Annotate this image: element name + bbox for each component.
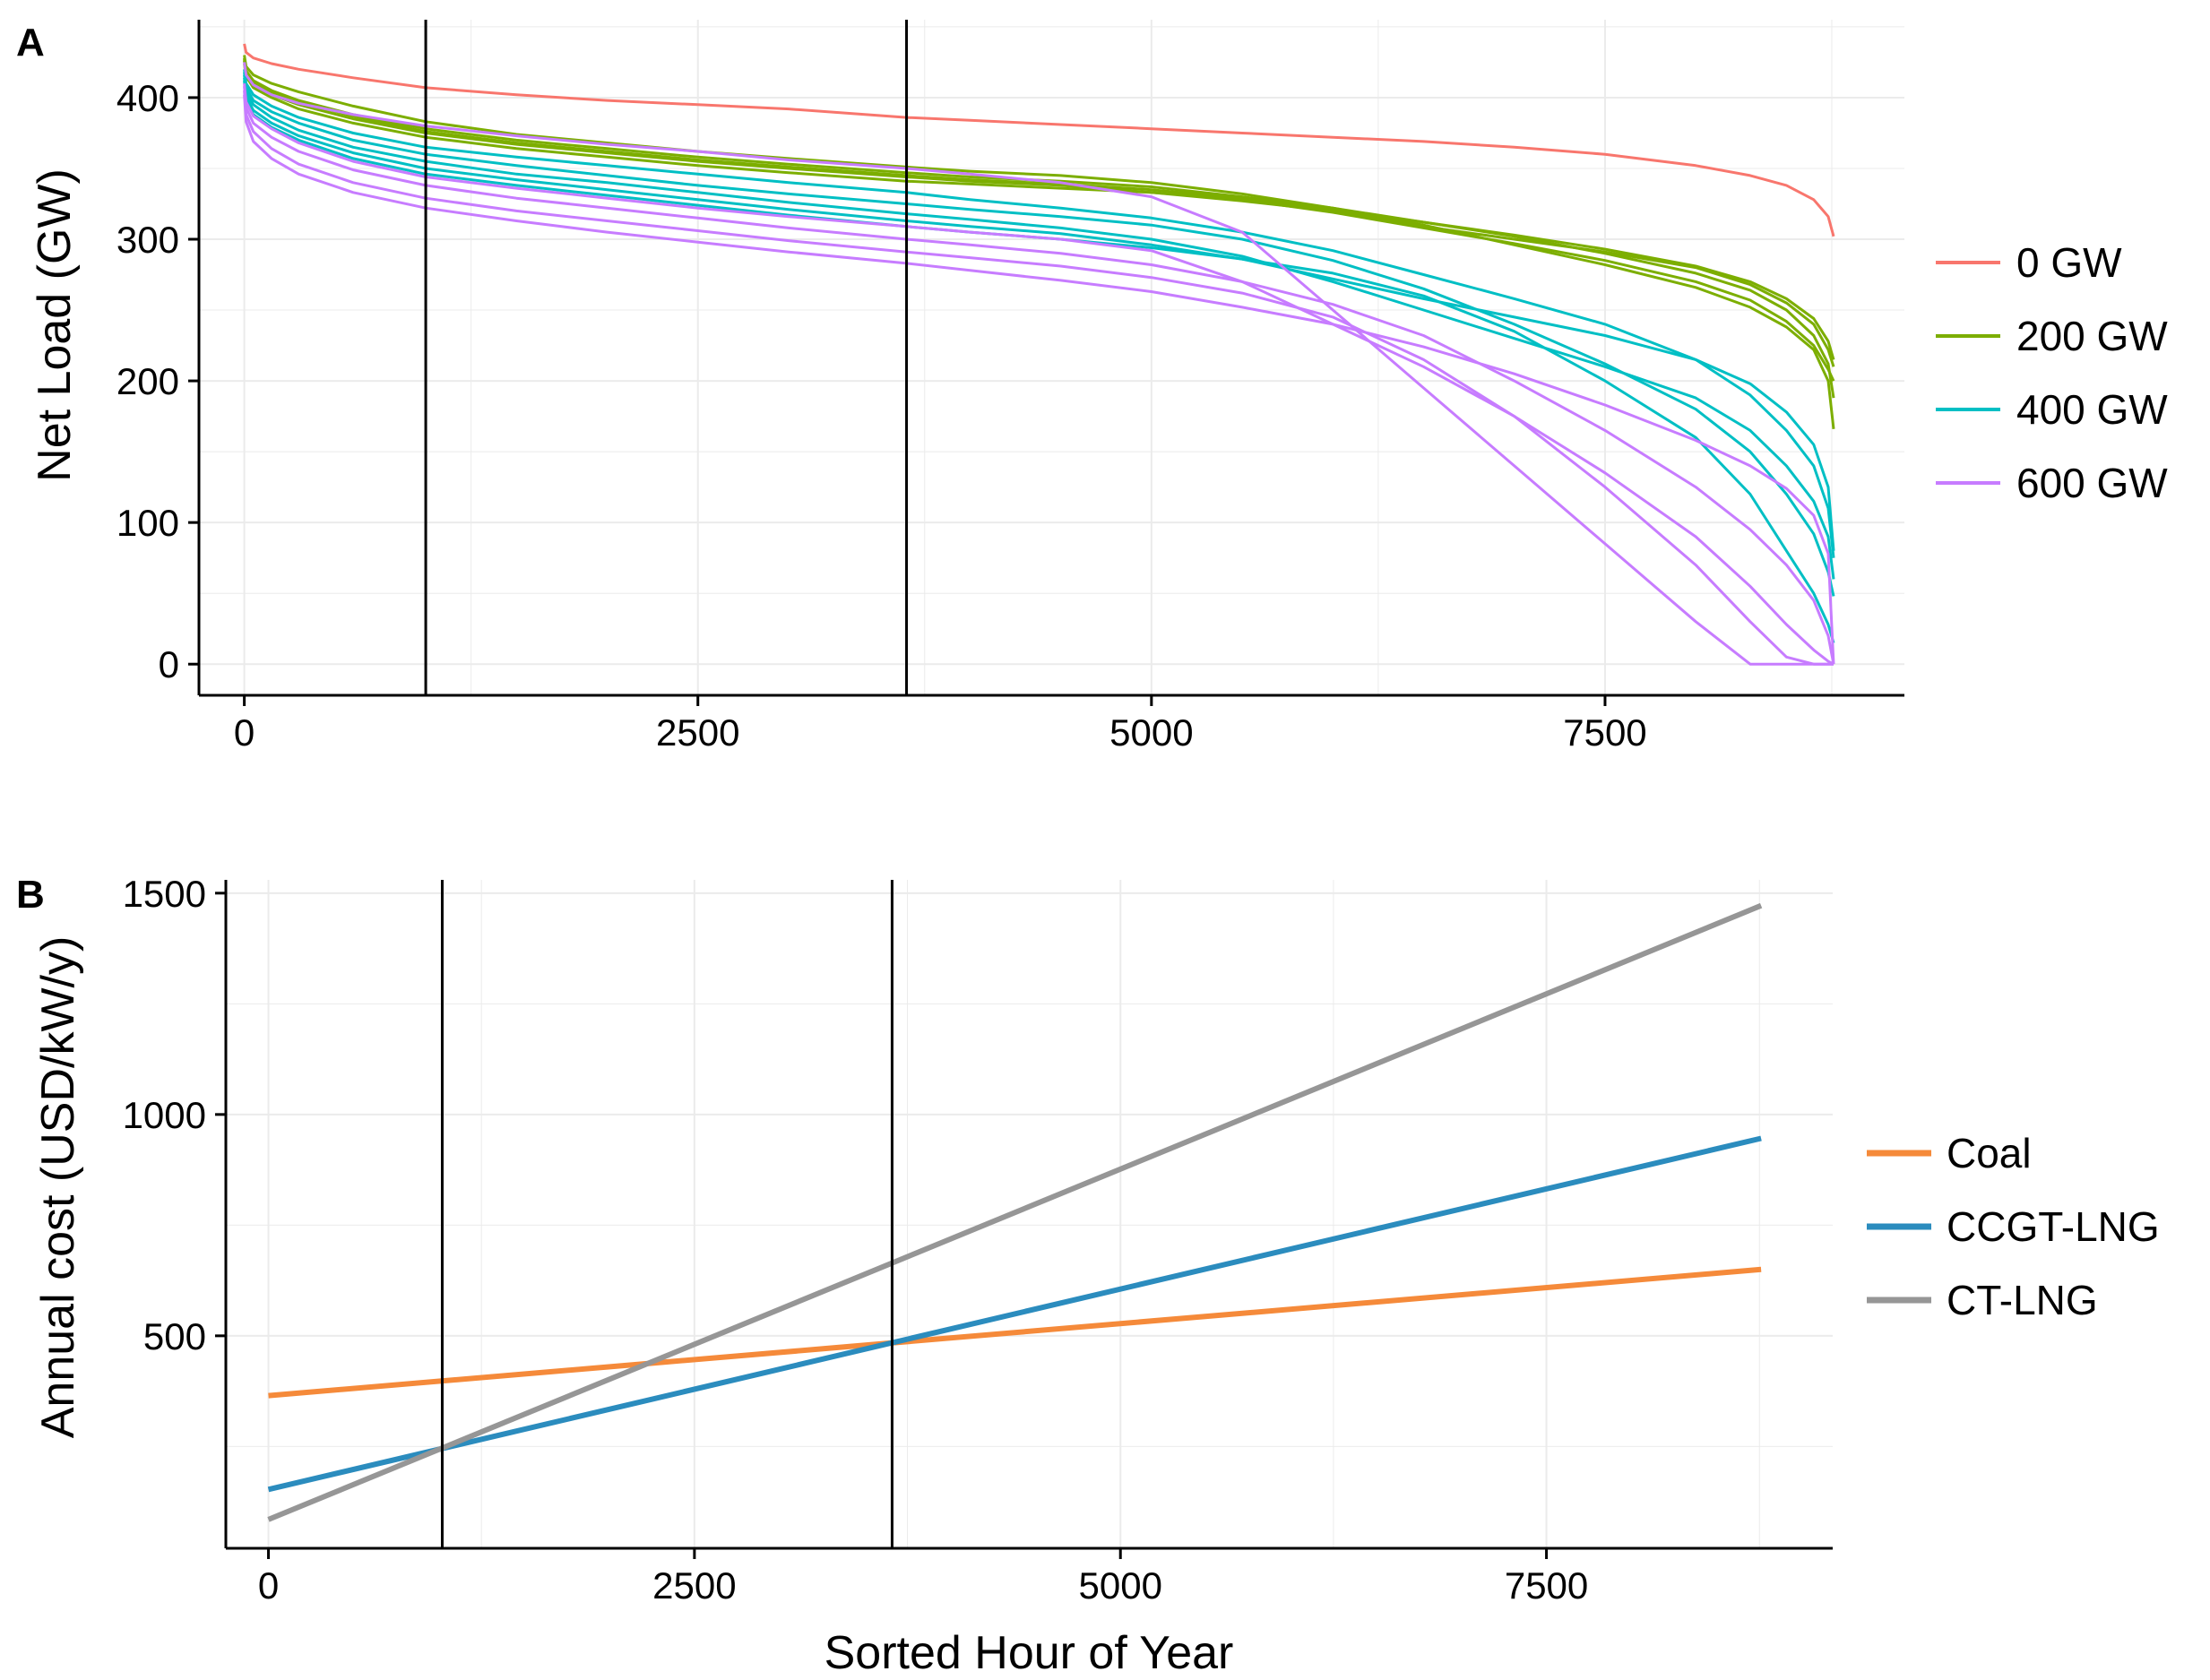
- panel-a-axes: 0 2500 5000 7500 0 100 200 300 400: [117, 20, 1904, 754]
- panel-a-net-load: 0 2500 5000 7500 0 100 200 300 400 A Net Load (G…: [16, 20, 2168, 754]
- legend-label-400gw: 400 GW: [2016, 386, 2168, 433]
- panel-a-gridlines: [199, 20, 1904, 695]
- series-line-200-gw-1: [243, 55, 1835, 399]
- x-tick-label: 5000: [1109, 711, 1193, 754]
- series-line-200-gw-3: [243, 60, 1835, 382]
- x-tick-label: 0: [258, 1564, 279, 1607]
- x-tick-label: 2500: [652, 1564, 736, 1607]
- y-tick-label: 100: [117, 502, 179, 544]
- x-tick-label: 7500: [1563, 711, 1646, 754]
- series-line-ccgt-lng-1: [267, 1135, 1762, 1493]
- y-tick-label: 1000: [123, 1094, 206, 1136]
- series-line-400-gw-7: [243, 72, 1835, 597]
- series-line-600-gw-11: [243, 62, 1834, 666]
- panel-b-y-axis-title: Annual cost (USD/kW/y): [32, 936, 84, 1439]
- panel-b-series-lines: [267, 902, 1763, 1522]
- series-line-200-gw-4: [243, 63, 1835, 367]
- y-tick-label: 300: [117, 219, 179, 261]
- panel-b-legend: Coal CCGT-LNG CT-LNG: [1867, 1130, 2160, 1323]
- series-line-400-gw-8: [243, 74, 1835, 580]
- panel-a-y-axis-title: Net Load (GW): [29, 168, 81, 482]
- panel-b-axes: 0 2500 5000 7500 500 1000 1500: [123, 873, 1833, 1607]
- legend-label-0gw: 0 GW: [2016, 239, 2122, 286]
- legend-label-ccgt-lng: CCGT-LNG: [1947, 1203, 2160, 1250]
- legend-label-200gw: 200 GW: [2016, 313, 2168, 359]
- series-line-0-gw-0: [243, 43, 1835, 237]
- y-tick-label: 500: [143, 1315, 206, 1357]
- x-tick-label: 7500: [1505, 1564, 1588, 1607]
- series-line-600-gw-15: [243, 94, 1835, 665]
- series-line-600-gw-13: [243, 86, 1835, 665]
- series-line-400-gw-6: [243, 69, 1835, 558]
- legend-label-ct-lng: CT-LNG: [1947, 1277, 2098, 1323]
- y-tick-label: 1500: [123, 873, 206, 915]
- legend-label-coal: Coal: [1947, 1130, 2032, 1176]
- panel-b-x-axis-title: Sorted Hour of Year: [824, 1627, 1234, 1679]
- series-line-600-gw-12: [243, 82, 1834, 666]
- panel-b-annual-cost: 0 2500 5000 7500 500 1000 1500 B Annual cost (…: [16, 873, 2160, 1679]
- series-line-ct-lng-2: [267, 902, 1763, 1522]
- panel-a-legend: 0 GW 200 GW 400 GW 600 GW: [1936, 239, 2168, 506]
- panel-b-tag: B: [16, 873, 45, 917]
- y-tick-label: 200: [117, 360, 179, 402]
- panel-b-vertical-lines: [440, 880, 893, 1548]
- x-tick-label: 5000: [1079, 1564, 1162, 1607]
- panel-b-gridlines: [226, 880, 1833, 1548]
- x-tick-label: 2500: [656, 711, 739, 754]
- series-line-400-gw-9: [243, 77, 1835, 551]
- panel-a-tag: A: [16, 21, 45, 65]
- y-tick-label: 400: [117, 77, 179, 119]
- x-tick-label: 0: [234, 711, 255, 754]
- legend-label-600gw: 600 GW: [2016, 460, 2168, 506]
- panel-a-vertical-lines: [424, 20, 909, 695]
- panel-a-series-lines: [243, 43, 1835, 666]
- series-line-coal-0: [268, 1266, 1762, 1399]
- y-tick-label: 0: [159, 643, 179, 685]
- series-line-600-gw-14: [243, 90, 1834, 666]
